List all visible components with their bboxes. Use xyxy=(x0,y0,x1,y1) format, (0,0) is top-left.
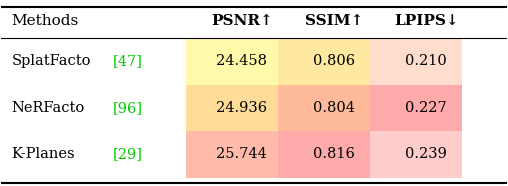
Text: Methods: Methods xyxy=(12,14,79,28)
Text: 24.458: 24.458 xyxy=(216,54,267,68)
Bar xyxy=(278,85,370,132)
Text: 0.227: 0.227 xyxy=(405,101,447,115)
Text: [96]: [96] xyxy=(113,101,143,115)
Bar xyxy=(370,38,462,85)
Bar xyxy=(278,38,370,85)
Text: 0.806: 0.806 xyxy=(313,54,356,68)
Bar xyxy=(370,85,462,132)
Text: 0.239: 0.239 xyxy=(405,147,447,161)
Text: [47]: [47] xyxy=(113,54,143,68)
Bar xyxy=(186,38,278,85)
Text: NeRFacto: NeRFacto xyxy=(12,101,85,115)
Text: LPIPS↓: LPIPS↓ xyxy=(394,14,459,28)
Text: K-Planes: K-Planes xyxy=(12,147,75,161)
Bar xyxy=(186,132,278,178)
Text: 0.210: 0.210 xyxy=(405,54,447,68)
Text: SplatFacto: SplatFacto xyxy=(12,54,91,68)
Text: PSNR↑: PSNR↑ xyxy=(211,14,273,28)
Text: 0.816: 0.816 xyxy=(313,147,355,161)
Text: [29]: [29] xyxy=(113,147,143,161)
Bar xyxy=(370,132,462,178)
Bar xyxy=(278,132,370,178)
Text: 0.804: 0.804 xyxy=(313,101,355,115)
Text: SSIM↑: SSIM↑ xyxy=(305,14,364,28)
Text: 25.744: 25.744 xyxy=(216,147,267,161)
Bar xyxy=(186,85,278,132)
Text: 24.936: 24.936 xyxy=(216,101,267,115)
